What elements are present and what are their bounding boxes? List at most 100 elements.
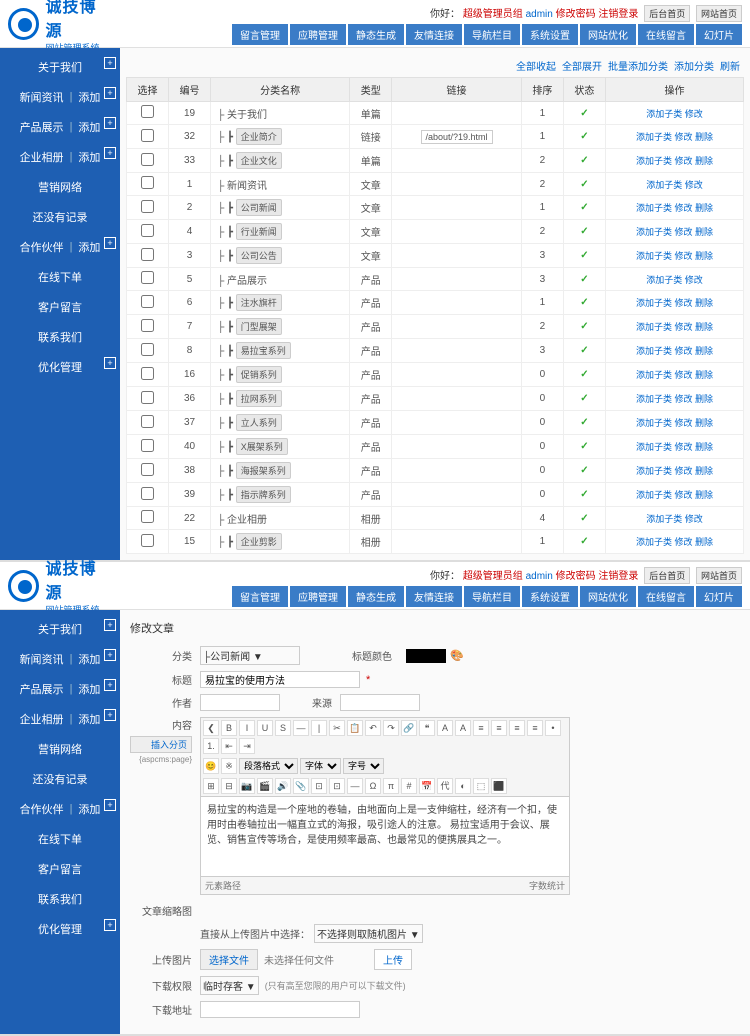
row-actions[interactable]: 添加子类 修改 <box>646 275 703 285</box>
sidebar-item[interactable]: 还没有记录 <box>0 764 120 794</box>
editor-button[interactable]: — <box>347 778 363 794</box>
editor-button[interactable]: 😊 <box>203 758 219 774</box>
editor-button[interactable]: — <box>293 720 309 736</box>
editor-button[interactable]: S <box>275 720 291 736</box>
author-input[interactable] <box>200 694 280 711</box>
status-ok-icon[interactable]: ✓ <box>580 108 588 119</box>
editor-button[interactable]: 1. <box>203 738 219 754</box>
sidebar-item[interactable]: 合作伙伴|添加+ <box>0 794 120 824</box>
sidebar-item[interactable]: 客户留言 <box>0 292 120 322</box>
sidebar-item[interactable]: 新闻资讯|添加+ <box>0 644 120 674</box>
editor-button[interactable]: A <box>455 720 471 736</box>
status-ok-icon[interactable]: ✓ <box>580 297 588 308</box>
sidebar-item[interactable]: 营销网络 <box>0 172 120 202</box>
row-checkbox[interactable] <box>141 487 154 500</box>
status-ok-icon[interactable]: ✓ <box>580 321 588 332</box>
editor-button[interactable]: B <box>221 720 237 736</box>
editor-select[interactable]: 字号 <box>343 758 384 774</box>
nav-item[interactable]: 在线留言 <box>638 586 694 607</box>
sidebar-item[interactable]: 在线下单 <box>0 262 120 292</box>
insert-page-button[interactable]: 插入分页 <box>130 736 192 753</box>
editor-button[interactable]: I <box>239 720 255 736</box>
sidebar-item[interactable]: 客户留言 <box>0 854 120 884</box>
editor-button[interactable]: ❝ <box>419 720 435 736</box>
nav-item[interactable]: 网站优化 <box>580 586 636 607</box>
row-checkbox[interactable] <box>141 271 154 284</box>
editor-button[interactable]: ※ <box>221 758 237 774</box>
sidebar-item[interactable]: 关于我们+ <box>0 52 120 82</box>
row-checkbox[interactable] <box>141 295 154 308</box>
row-actions[interactable]: 添加子类 修改 删除 <box>636 322 713 332</box>
editor-button[interactable]: ↶ <box>365 720 381 736</box>
row-actions[interactable]: 添加子类 修改 删除 <box>636 298 713 308</box>
nav-item[interactable]: 静态生成 <box>348 24 404 45</box>
status-ok-icon[interactable]: ✓ <box>580 417 588 428</box>
status-ok-icon[interactable]: ✓ <box>580 536 588 547</box>
sidebar-item[interactable]: 关于我们+ <box>0 614 120 644</box>
row-actions[interactable]: 添加子类 修改 删除 <box>636 227 713 237</box>
row-checkbox[interactable] <box>141 200 154 213</box>
nav-item[interactable]: 留言管理 <box>232 24 288 45</box>
nav-item[interactable]: 应聘管理 <box>290 24 346 45</box>
nav-item[interactable]: 导航栏目 <box>464 24 520 45</box>
status-ok-icon[interactable]: ✓ <box>580 179 588 190</box>
editor-button[interactable]: ⇤ <box>221 738 237 754</box>
row-checkbox[interactable] <box>141 343 154 356</box>
editor-button[interactable]: ⊟ <box>221 778 237 794</box>
nav-item[interactable]: 友情连接 <box>406 586 462 607</box>
editor-button[interactable]: π <box>383 778 399 794</box>
toolbar-link[interactable]: 全部展开 <box>562 62 602 73</box>
site-home-button[interactable]: 网站首页 <box>696 5 742 22</box>
nav-item[interactable]: 在线留言 <box>638 24 694 45</box>
row-checkbox[interactable] <box>141 129 154 142</box>
row-actions[interactable]: 添加子类 修改 删除 <box>636 490 713 500</box>
status-ok-icon[interactable]: ✓ <box>580 274 588 285</box>
row-checkbox[interactable] <box>141 248 154 261</box>
expand-icon[interactable]: + <box>104 619 116 631</box>
expand-icon[interactable]: + <box>104 357 116 369</box>
expand-icon[interactable]: + <box>104 117 116 129</box>
row-checkbox[interactable] <box>141 153 154 166</box>
editor-button[interactable]: ≡ <box>527 720 543 736</box>
sidebar-item[interactable]: 企业相册|添加+ <box>0 142 120 172</box>
row-checkbox[interactable] <box>141 439 154 452</box>
status-ok-icon[interactable]: ✓ <box>580 202 588 213</box>
nav-item[interactable]: 导航栏目 <box>464 586 520 607</box>
sidebar-item[interactable]: 联系我们 <box>0 322 120 352</box>
editor-button[interactable]: ⬛ <box>491 778 507 794</box>
sidebar-item[interactable]: 产品展示|添加+ <box>0 674 120 704</box>
choose-file-button[interactable]: 选择文件 <box>200 949 258 970</box>
editor-button[interactable]: 📎 <box>293 778 309 794</box>
sidebar-item[interactable]: 企业相册|添加+ <box>0 704 120 734</box>
editor-button[interactable]: ⊞ <box>203 778 219 794</box>
editor-button[interactable]: # <box>401 778 417 794</box>
nav-item[interactable]: 留言管理 <box>232 586 288 607</box>
status-ok-icon[interactable]: ✓ <box>580 226 588 237</box>
editor-button[interactable]: 📋 <box>347 720 363 736</box>
sidebar-item[interactable]: 营销网络 <box>0 734 120 764</box>
status-ok-icon[interactable]: ✓ <box>580 489 588 500</box>
toolbar-link[interactable]: 添加分类 <box>674 62 714 73</box>
status-ok-icon[interactable]: ✓ <box>580 465 588 476</box>
status-ok-icon[interactable]: ✓ <box>580 250 588 261</box>
sidebar-item[interactable]: 还没有记录 <box>0 202 120 232</box>
nav-item[interactable]: 应聘管理 <box>290 586 346 607</box>
nav-item[interactable]: 系统设置 <box>522 24 578 45</box>
editor-button[interactable]: ≡ <box>491 720 507 736</box>
nav-item[interactable]: 幻灯片 <box>696 24 742 45</box>
subject-input[interactable] <box>200 671 360 688</box>
editor-select[interactable]: 字体 <box>300 758 341 774</box>
category-select[interactable]: ├公司新闻 ▼ <box>200 646 300 665</box>
row-actions[interactable]: 添加子类 修改 删除 <box>636 156 713 166</box>
download-url-input[interactable] <box>200 1001 360 1018</box>
editor-button[interactable]: ⬚ <box>473 778 489 794</box>
toolbar-link[interactable]: 全部收起 <box>516 62 556 73</box>
logout-link[interactable]: 注销登录 <box>598 9 638 20</box>
editor-button[interactable]: 🔗 <box>401 720 417 736</box>
editor-button[interactable]: ⊡ <box>311 778 327 794</box>
editor-button[interactable]: 🎬 <box>257 778 273 794</box>
editor-button[interactable]: Ω <box>365 778 381 794</box>
source-input[interactable] <box>340 694 420 711</box>
editor-body[interactable]: 易拉宝的构造是一个座地的卷轴，由地面向上是一支伸缩柱，经济有一个扣，使用时由卷轴… <box>200 797 570 877</box>
status-ok-icon[interactable]: ✓ <box>580 441 588 452</box>
